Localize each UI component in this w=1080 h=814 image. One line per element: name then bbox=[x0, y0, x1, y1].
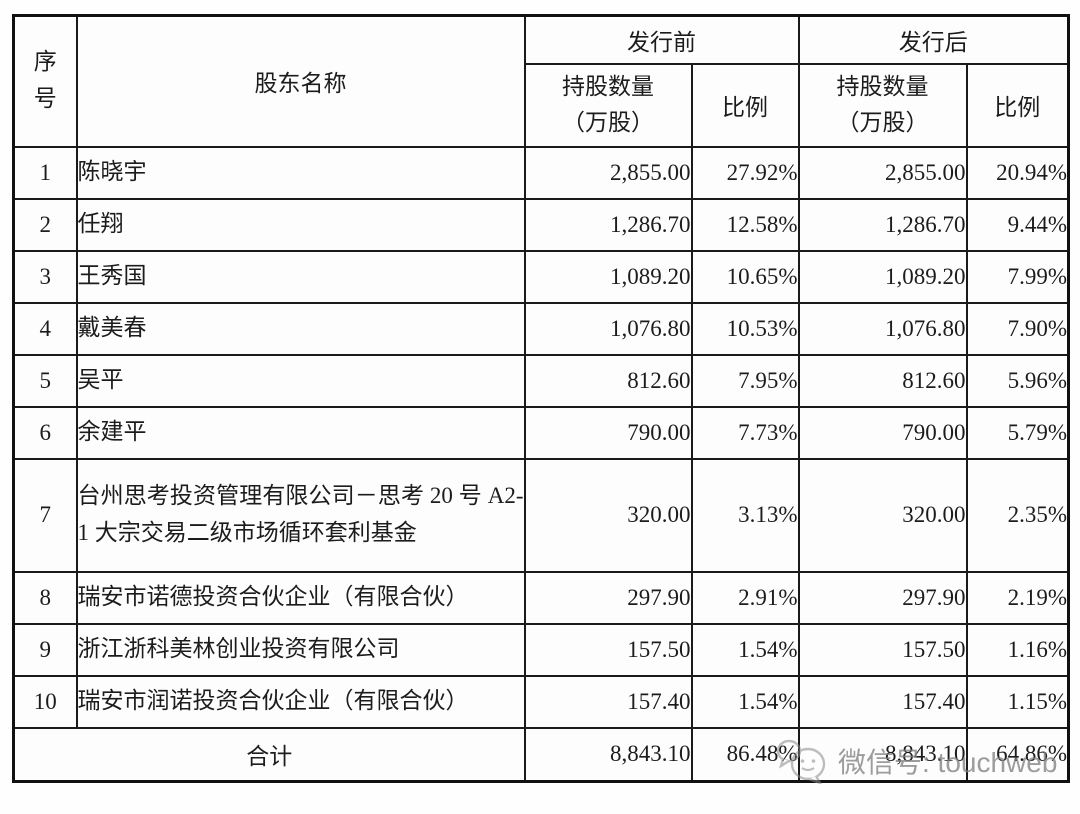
cell-pre-qty: 157.40 bbox=[523, 674, 693, 729]
cell-pre-pct: 7.73% bbox=[690, 405, 800, 460]
header-post-holding-qty: 持股数量 （万股） bbox=[797, 62, 968, 148]
table-row: 1 陈晓宇 2,855.00 27.92% 2,855.00 20.94% bbox=[12, 145, 1070, 200]
cell-seq: 5 bbox=[12, 353, 78, 408]
cell-seq: 8 bbox=[12, 570, 78, 625]
table-total-row: 合计 8,843.10 86.48% 8,843.10 64.86% bbox=[12, 726, 1070, 783]
cell-pre-pct: 3.13% bbox=[690, 457, 800, 573]
cell-post-pct: 1.15% bbox=[965, 674, 1070, 729]
cell-pre-qty: 1,076.80 bbox=[523, 301, 693, 356]
cell-shareholder-name: 瑞安市润诺投资合伙企业（有限合伙） bbox=[75, 674, 526, 729]
cell-pre-qty: 320.00 bbox=[523, 457, 693, 573]
cell-pre-qty: 790.00 bbox=[523, 405, 693, 460]
table-row: 3 王秀国 1,089.20 10.65% 1,089.20 7.99% bbox=[12, 249, 1070, 304]
cell-shareholder-name: 任翔 bbox=[75, 197, 526, 252]
header-pre-holding-qty: 持股数量 （万股） bbox=[523, 62, 693, 148]
cell-post-pct: 1.16% bbox=[965, 622, 1070, 677]
cell-post-qty: 790.00 bbox=[797, 405, 968, 460]
cell-total-label: 合计 bbox=[12, 726, 526, 783]
table-row: 4 戴美春 1,076.80 10.53% 1,076.80 7.90% bbox=[12, 301, 1070, 356]
table-row: 10 瑞安市润诺投资合伙企业（有限合伙） 157.40 1.54% 157.40… bbox=[12, 674, 1070, 729]
header-seq: 序号 bbox=[12, 14, 78, 148]
cell-pre-pct: 1.54% bbox=[690, 674, 800, 729]
cell-pre-qty: 297.90 bbox=[523, 570, 693, 625]
cell-shareholder-name: 王秀国 bbox=[75, 249, 526, 304]
cell-shareholder-name: 瑞安市诺德投资合伙企业（有限合伙） bbox=[75, 570, 526, 625]
shareholder-table: 序号 股东名称 发行前 发行后 持股数量 （万股） 比例 持股数量 （万股） 比… bbox=[12, 14, 1070, 783]
cell-post-pct: 9.44% bbox=[965, 197, 1070, 252]
cell-pre-pct: 2.91% bbox=[690, 570, 800, 625]
header-shareholder-name: 股东名称 bbox=[75, 14, 526, 148]
cell-post-qty: 812.60 bbox=[797, 353, 968, 408]
cell-total-post-pct: 64.86% bbox=[965, 726, 1070, 783]
cell-seq: 3 bbox=[12, 249, 78, 304]
cell-total-post-qty: 8,843.10 bbox=[797, 726, 968, 783]
cell-pre-qty: 1,089.20 bbox=[523, 249, 693, 304]
cell-seq: 4 bbox=[12, 301, 78, 356]
header-group-pre-issue: 发行前 bbox=[523, 14, 800, 65]
table-row: 7 台州思考投资管理有限公司－思考 20 号 A2-1 大宗交易二级市场循环套利… bbox=[12, 457, 1070, 573]
cell-post-pct: 2.19% bbox=[965, 570, 1070, 625]
cell-pre-pct: 12.58% bbox=[690, 197, 800, 252]
table-row: 2 任翔 1,286.70 12.58% 1,286.70 9.44% bbox=[12, 197, 1070, 252]
cell-pre-qty: 812.60 bbox=[523, 353, 693, 408]
cell-post-pct: 7.90% bbox=[965, 301, 1070, 356]
cell-seq: 6 bbox=[12, 405, 78, 460]
cell-post-pct: 2.35% bbox=[965, 457, 1070, 573]
cell-post-pct: 5.96% bbox=[965, 353, 1070, 408]
cell-pre-qty: 2,855.00 bbox=[523, 145, 693, 200]
cell-total-pre-pct: 86.48% bbox=[690, 726, 800, 783]
cell-seq: 7 bbox=[12, 457, 78, 573]
cell-post-qty: 297.90 bbox=[797, 570, 968, 625]
cell-post-pct: 20.94% bbox=[965, 145, 1070, 200]
header-group-post-issue: 发行后 bbox=[797, 14, 1070, 65]
cell-seq: 9 bbox=[12, 622, 78, 677]
cell-shareholder-name: 余建平 bbox=[75, 405, 526, 460]
cell-total-pre-qty: 8,843.10 bbox=[523, 726, 693, 783]
cell-pre-pct: 7.95% bbox=[690, 353, 800, 408]
cell-post-qty: 157.50 bbox=[797, 622, 968, 677]
cell-post-qty: 1,089.20 bbox=[797, 249, 968, 304]
table-row: 5 吴平 812.60 7.95% 812.60 5.96% bbox=[12, 353, 1070, 408]
cell-shareholder-name: 台州思考投资管理有限公司－思考 20 号 A2-1 大宗交易二级市场循环套利基金 bbox=[75, 457, 526, 573]
cell-pre-pct: 27.92% bbox=[690, 145, 800, 200]
header-post-ratio: 比例 bbox=[965, 62, 1070, 148]
table-row: 9 浙江浙科美林创业投资有限公司 157.50 1.54% 157.50 1.1… bbox=[12, 622, 1070, 677]
cell-pre-pct: 10.53% bbox=[690, 301, 800, 356]
table-row: 6 余建平 790.00 7.73% 790.00 5.79% bbox=[12, 405, 1070, 460]
cell-pre-pct: 1.54% bbox=[690, 622, 800, 677]
table-row: 8 瑞安市诺德投资合伙企业（有限合伙） 297.90 2.91% 297.90 … bbox=[12, 570, 1070, 625]
cell-pre-pct: 10.65% bbox=[690, 249, 800, 304]
cell-post-qty: 157.40 bbox=[797, 674, 968, 729]
header-seq-label: 序号 bbox=[33, 49, 57, 112]
cell-shareholder-name: 陈晓宇 bbox=[75, 145, 526, 200]
cell-seq: 10 bbox=[12, 674, 78, 729]
cell-pre-qty: 1,286.70 bbox=[523, 197, 693, 252]
cell-post-pct: 7.99% bbox=[965, 249, 1070, 304]
cell-post-pct: 5.79% bbox=[965, 405, 1070, 460]
cell-seq: 2 bbox=[12, 197, 78, 252]
cell-shareholder-name: 戴美春 bbox=[75, 301, 526, 356]
cell-pre-qty: 157.50 bbox=[523, 622, 693, 677]
header-pre-ratio: 比例 bbox=[690, 62, 800, 148]
cell-post-qty: 1,286.70 bbox=[797, 197, 968, 252]
cell-post-qty: 1,076.80 bbox=[797, 301, 968, 356]
cell-shareholder-name: 浙江浙科美林创业投资有限公司 bbox=[75, 622, 526, 677]
cell-seq: 1 bbox=[12, 145, 78, 200]
cell-post-qty: 2,855.00 bbox=[797, 145, 968, 200]
cell-post-qty: 320.00 bbox=[797, 457, 968, 573]
cell-shareholder-name: 吴平 bbox=[75, 353, 526, 408]
